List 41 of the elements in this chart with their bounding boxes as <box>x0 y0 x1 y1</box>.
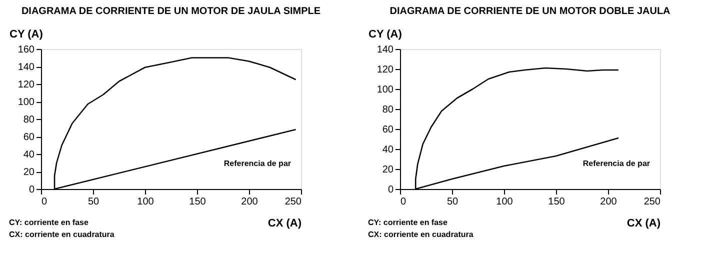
y-tick-label: 140 <box>376 44 394 56</box>
y-tick-label: 80 <box>23 114 35 126</box>
y-tick-label: 20 <box>23 167 35 178</box>
y-tick-label: 140 <box>18 62 35 73</box>
x-tick-label: 250 <box>644 196 661 208</box>
y-tick-label: 20 <box>382 164 394 176</box>
y-tick-label: 60 <box>382 124 394 136</box>
y-axis-title: CY (A) <box>368 28 402 40</box>
x-tick-label: 250 <box>284 196 302 208</box>
x-tick-label: 150 <box>548 196 566 208</box>
x-tick-label: 200 <box>600 196 618 208</box>
y-tick-label: 0 <box>28 184 35 196</box>
y-axis-title: CY (A) <box>10 28 44 40</box>
y-tick-label: 40 <box>382 144 394 156</box>
text: CY: corriente en fase <box>9 218 89 227</box>
y-tick-label: 120 <box>376 64 394 76</box>
x-tick-label: 200 <box>241 196 258 208</box>
x-tick-label: 0 <box>400 196 406 208</box>
y-tick-label: 40 <box>23 150 35 160</box>
x-tick-label: 100 <box>496 196 514 208</box>
text: CX: corriente en cuadratura <box>368 230 474 239</box>
y-tick-label: 60 <box>23 132 35 143</box>
annotation: Referencia de par <box>582 158 650 168</box>
x-tick-label: 150 <box>189 196 206 208</box>
y-tick-label: 120 <box>18 80 35 90</box>
y-tick-label: 0 <box>388 184 394 196</box>
chart-title: DIAGRAMA DE CORRIENTE DE UN MOTOR DE JAULA SIMPLE <box>21 6 321 17</box>
y-tick-label: 160 <box>18 44 35 56</box>
y-tick-label: 80 <box>382 104 394 116</box>
x-axis-title: CX (A) <box>626 218 661 230</box>
text: CX: corriente en cuadratura <box>9 230 115 239</box>
text: CY: corriente en fase <box>368 218 448 227</box>
x-tick-label: 100 <box>137 196 154 208</box>
y-tick-label: 100 <box>18 97 35 108</box>
chart-title: DIAGRAMA DE CORRIENTE DE UN MOTOR DOBLE JAULA <box>390 6 670 17</box>
x-axis-title: CX (A) <box>268 218 302 230</box>
x-tick-label: 0 <box>42 196 48 208</box>
x-tick-label: 50 <box>88 196 100 208</box>
y-tick-label: 100 <box>376 84 394 96</box>
annotation: Referencia de par <box>224 158 291 168</box>
x-tick-label: 50 <box>446 196 458 208</box>
